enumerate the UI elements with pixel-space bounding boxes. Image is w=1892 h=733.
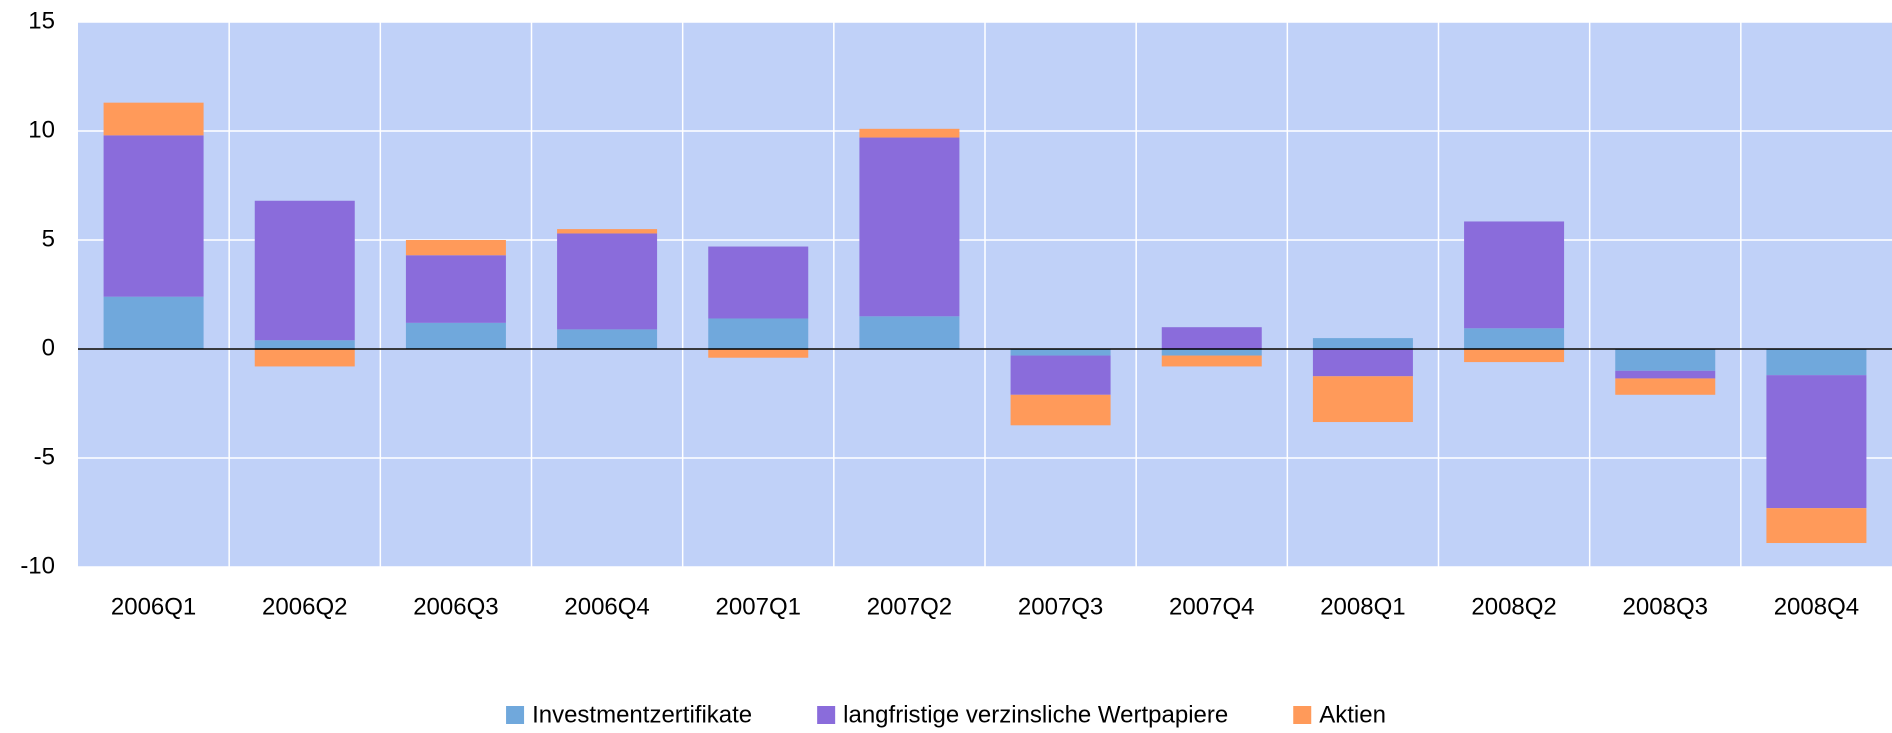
- bar-segment: [405, 240, 506, 256]
- x-tick-label: 2008Q2: [1471, 593, 1556, 620]
- x-tick-label: 2008Q1: [1320, 593, 1405, 620]
- bar-segment: [254, 340, 355, 349]
- bar-segment: [103, 296, 204, 349]
- legend-label: Investmentzertifikate: [532, 701, 752, 728]
- y-tick-label: 15: [28, 7, 55, 34]
- bar-segment: [1161, 327, 1262, 349]
- bar-segment: [1312, 349, 1413, 377]
- bar-segment: [1766, 349, 1867, 376]
- bar-segment: [1010, 355, 1111, 395]
- bar-segment: [708, 246, 809, 319]
- bar-segment: [557, 329, 658, 349]
- y-tick-label: 5: [42, 225, 55, 252]
- bar-segment: [1615, 370, 1716, 379]
- x-tick-label: 2006Q1: [111, 593, 196, 620]
- x-tick-label: 2008Q3: [1623, 593, 1708, 620]
- bar-segment: [1161, 349, 1262, 356]
- bar-segment: [1615, 378, 1716, 395]
- x-tick-label: 2007Q3: [1018, 593, 1103, 620]
- x-tick-label: 2007Q4: [1169, 593, 1254, 620]
- x-tick-label: 2007Q2: [867, 593, 952, 620]
- bar-segment: [1312, 376, 1413, 423]
- y-tick-label: -10: [20, 552, 55, 579]
- bar-segment: [1615, 349, 1716, 371]
- bar-segment: [1161, 355, 1262, 367]
- legend-label: Aktien: [1319, 701, 1386, 728]
- legend-swatch: [817, 706, 836, 724]
- bar-segment: [1464, 328, 1565, 349]
- bar-segment: [1464, 349, 1565, 363]
- x-tick-label: 2006Q4: [564, 593, 649, 620]
- x-tick-label: 2006Q3: [413, 593, 498, 620]
- bar-segment: [405, 322, 506, 349]
- x-tick-label: 2007Q1: [716, 593, 801, 620]
- bar-segment: [1766, 375, 1867, 509]
- bar-segment: [859, 137, 960, 317]
- x-tick-label: 2008Q4: [1774, 593, 1859, 620]
- bar-segment: [103, 102, 204, 136]
- legend-swatch: [506, 706, 525, 724]
- bar-segment: [1766, 508, 1867, 544]
- bar-segment: [708, 318, 809, 349]
- bar-segment: [405, 255, 506, 323]
- bar-segment: [1010, 349, 1111, 356]
- bar-segment: [708, 349, 809, 358]
- bar-segment: [557, 233, 658, 330]
- y-tick-label: 0: [42, 334, 55, 361]
- bar-segment: [254, 349, 355, 367]
- x-tick-label: 2006Q2: [262, 593, 347, 620]
- bar-segment: [1010, 394, 1111, 426]
- bar-segment: [557, 229, 658, 234]
- legend-label: langfristige verzinsliche Wertpapiere: [843, 701, 1228, 728]
- bar-segment: [859, 128, 960, 138]
- legend-swatch: [1293, 706, 1312, 724]
- bar-segment: [254, 200, 355, 341]
- bar-segment: [1312, 338, 1413, 349]
- bar-segment: [859, 316, 960, 349]
- bar-segment: [103, 135, 204, 297]
- y-tick-label: 10: [28, 116, 55, 143]
- bar-segment: [1464, 221, 1565, 329]
- y-tick-label: -5: [34, 443, 55, 470]
